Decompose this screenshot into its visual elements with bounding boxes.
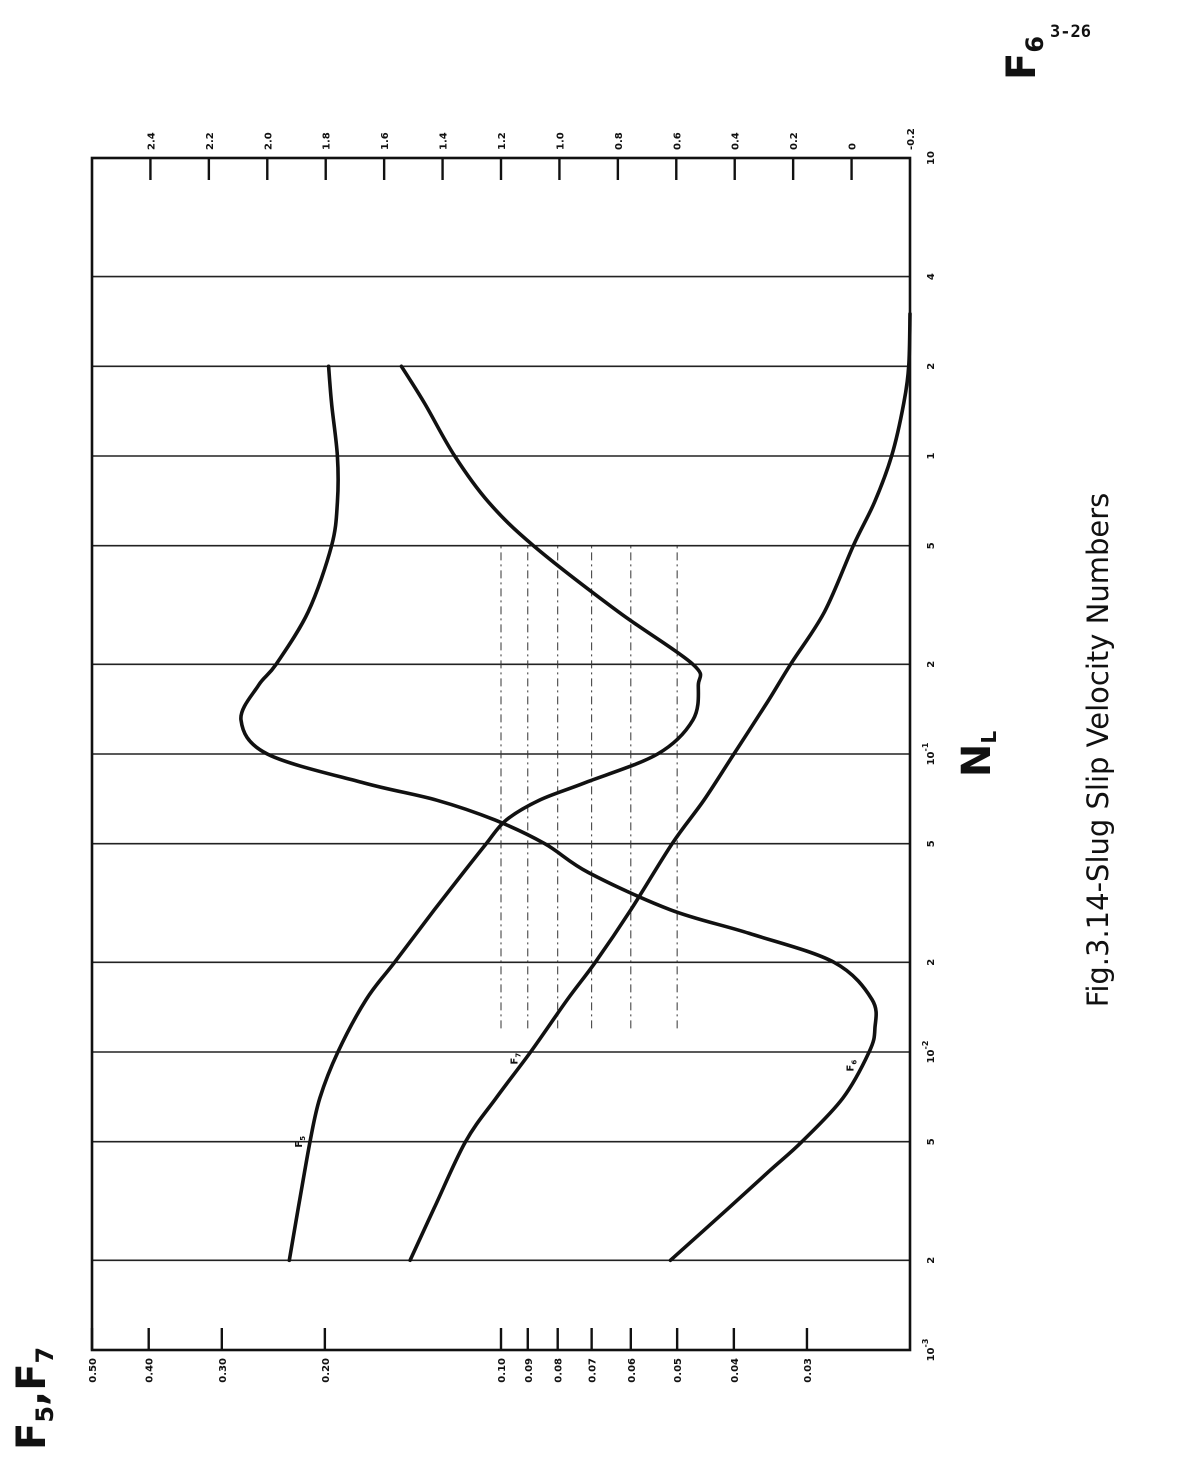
right-axis-tick-label: 0: [848, 143, 859, 150]
left-axis-tick-label: 0.50: [88, 1358, 99, 1383]
x-axis-title: NL: [954, 731, 1001, 777]
left-axis-tick-label: 0.20: [321, 1358, 332, 1383]
right-axis-tick-label: 1.6: [380, 132, 391, 150]
left-axis-tick-label: 0.10: [497, 1358, 508, 1383]
right-axis-title: F6: [999, 36, 1049, 80]
series-f7-label: F7: [509, 1053, 522, 1065]
left-axis-tick-label: 0.04: [730, 1358, 741, 1383]
right-axis-tick-label: 2.0: [263, 132, 274, 150]
x-tick-label: 4: [926, 273, 937, 280]
left-axis-tick-label: 0.05: [673, 1358, 684, 1383]
left-axis-tick-label: 0.07: [588, 1358, 599, 1383]
x-tick-label: 10-2: [921, 1041, 937, 1064]
right-axis-tick-label: 1.8: [322, 132, 333, 150]
tick-layer: [90, 158, 853, 1350]
right-axis-tick-label: 0.8: [614, 132, 625, 150]
left-axis-tick-label: 0.08: [554, 1358, 565, 1383]
left-axis-title: F5,F7: [9, 1347, 59, 1450]
title-layer: NL F5,F7 F6 Fig.3.14-Slug Slip Velocity …: [9, 36, 1115, 1450]
grid-layer: [92, 275, 910, 1262]
right-axis-tick-label: 0.6: [672, 132, 683, 150]
series-f5-line: [287, 364, 703, 1263]
left-axis-tick-label: 0.03: [803, 1358, 814, 1383]
figure-caption: Fig.3.14-Slug Slip Velocity Numbers: [1081, 493, 1115, 1008]
x-tick-label: 2: [926, 661, 937, 668]
page-number: 3-26: [1050, 22, 1091, 42]
x-tick-label: 2: [926, 1257, 937, 1264]
right-axis-tick-label: 0.2: [789, 132, 800, 150]
x-tick-label: 5: [926, 1138, 937, 1145]
plot-frame: [90, 156, 912, 1352]
left-axis-tick-label: 0.06: [627, 1358, 638, 1383]
x-tick-label: 5: [926, 840, 937, 847]
left-axis-tick-label: 0.30: [218, 1358, 229, 1383]
series-f6-line: [239, 364, 878, 1263]
x-tick-label: 2: [926, 363, 937, 370]
right-axis-tick-label: 1.0: [555, 132, 566, 150]
series-f6-label: F6: [845, 1060, 858, 1072]
left-axis-tick-label: 0.40: [145, 1358, 156, 1383]
x-tick-label: 1: [926, 452, 937, 459]
right-axis-tick-label: 2.4: [146, 132, 157, 150]
right-axis-tick-label: 0.4: [731, 132, 742, 150]
x-tick-label: 2: [926, 959, 937, 966]
x-tick-label: 10: [926, 151, 937, 165]
left-axis-tick-label: 0.09: [524, 1358, 535, 1383]
x-tick-label: 10-1: [921, 742, 937, 765]
right-axis-tick-label: 1.2: [497, 132, 508, 150]
series-f7-line: [408, 311, 912, 1263]
right-axis-tick-label: -0.2: [906, 128, 917, 150]
curve-layer: [239, 311, 912, 1263]
series-f5-label: F5: [294, 1136, 307, 1148]
right-axis-tick-label: 2.2: [205, 132, 216, 150]
x-tick-label: 10-3: [921, 1339, 937, 1362]
x-tick-label: 5: [926, 542, 937, 549]
right-axis-tick-label: 1.4: [439, 132, 450, 150]
